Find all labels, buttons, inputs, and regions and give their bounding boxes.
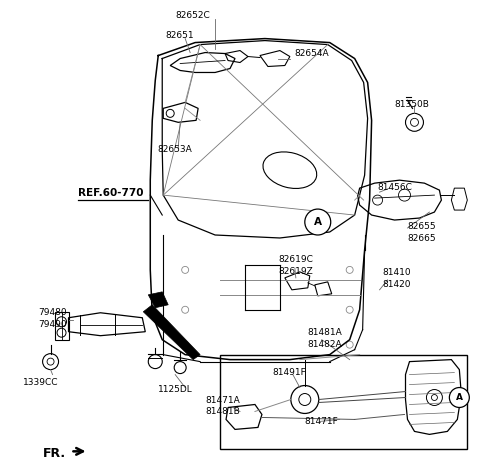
Text: A: A (456, 393, 463, 402)
Text: 82652C: 82652C (176, 11, 211, 20)
Polygon shape (144, 305, 200, 359)
Text: 81350B: 81350B (395, 100, 430, 109)
Text: 79490: 79490 (38, 320, 67, 329)
Text: 81471F: 81471F (305, 418, 338, 426)
Text: 82654A: 82654A (295, 48, 329, 58)
Text: 79480: 79480 (38, 308, 67, 317)
Text: 82619C: 82619C (278, 255, 313, 264)
Text: REF.60-770: REF.60-770 (79, 188, 144, 198)
Text: 81491F: 81491F (272, 368, 306, 377)
Text: FR.: FR. (43, 447, 66, 460)
Polygon shape (148, 292, 168, 308)
Text: 82655: 82655 (408, 222, 436, 231)
Text: A: A (314, 217, 322, 227)
Text: 81420: 81420 (383, 280, 411, 289)
Text: 1125DL: 1125DL (158, 385, 193, 393)
Text: 1339CC: 1339CC (23, 378, 58, 386)
Text: 81456C: 81456C (378, 183, 412, 192)
Text: 81482A: 81482A (308, 339, 342, 349)
Circle shape (305, 209, 331, 235)
Text: 82619Z: 82619Z (278, 267, 312, 276)
Text: 82651: 82651 (165, 31, 194, 40)
Text: 82665: 82665 (408, 234, 436, 243)
Text: 82653A: 82653A (157, 145, 192, 154)
Text: 81471A: 81471A (205, 396, 240, 405)
Text: 81481B: 81481B (205, 407, 240, 417)
Text: 81410: 81410 (383, 268, 411, 277)
Circle shape (449, 387, 469, 407)
Text: 81481A: 81481A (308, 328, 343, 337)
